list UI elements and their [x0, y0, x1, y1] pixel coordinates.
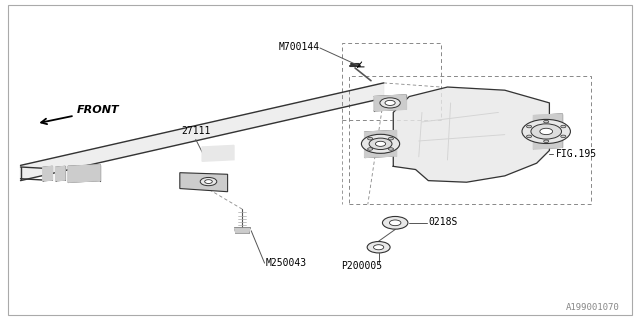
Text: P200005: P200005 — [341, 261, 382, 271]
Circle shape — [390, 220, 401, 226]
Text: M250043: M250043 — [266, 258, 307, 268]
Circle shape — [527, 125, 532, 128]
Text: 27111: 27111 — [181, 126, 211, 136]
Circle shape — [543, 120, 548, 123]
Circle shape — [388, 137, 394, 140]
Circle shape — [367, 242, 390, 253]
Circle shape — [543, 140, 548, 142]
Circle shape — [380, 98, 400, 108]
Polygon shape — [20, 83, 384, 180]
Polygon shape — [202, 145, 234, 161]
Text: M700144: M700144 — [279, 42, 320, 52]
Circle shape — [367, 137, 372, 140]
Circle shape — [362, 134, 399, 153]
Polygon shape — [235, 228, 250, 233]
Bar — [342, 43, 441, 120]
Circle shape — [388, 148, 394, 150]
Circle shape — [540, 128, 552, 135]
Circle shape — [369, 138, 392, 149]
Text: 0218S: 0218S — [428, 217, 458, 227]
Circle shape — [522, 119, 570, 143]
Circle shape — [374, 245, 384, 250]
Circle shape — [561, 125, 566, 128]
Circle shape — [376, 141, 386, 146]
Polygon shape — [68, 166, 78, 181]
Polygon shape — [394, 87, 549, 182]
Polygon shape — [374, 95, 406, 111]
Circle shape — [385, 100, 395, 105]
Text: FIG.195: FIG.195 — [556, 149, 597, 159]
Text: A199001070: A199001070 — [566, 303, 620, 312]
Polygon shape — [56, 166, 65, 181]
Text: FRONT: FRONT — [77, 105, 119, 115]
Polygon shape — [68, 165, 100, 182]
Circle shape — [527, 135, 532, 138]
Circle shape — [383, 216, 408, 229]
Polygon shape — [534, 114, 562, 149]
Polygon shape — [180, 173, 228, 192]
Circle shape — [367, 148, 372, 150]
Circle shape — [205, 180, 212, 183]
Bar — [349, 76, 591, 204]
Circle shape — [531, 124, 561, 139]
Polygon shape — [43, 166, 52, 181]
Polygon shape — [365, 131, 396, 157]
Circle shape — [561, 135, 566, 138]
Circle shape — [200, 178, 217, 186]
